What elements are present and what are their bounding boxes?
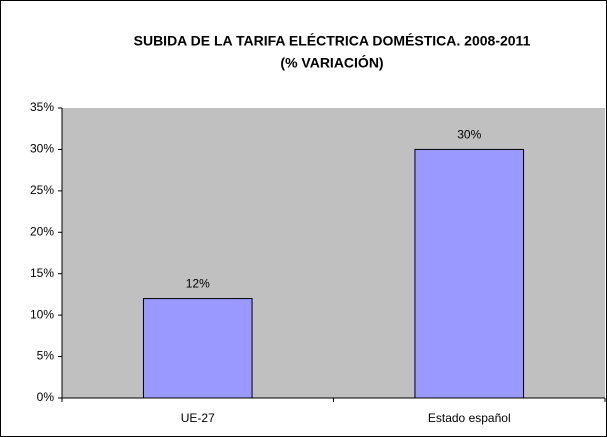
x-tick-label: Estado español (428, 411, 511, 425)
y-tick-label: 30% (30, 142, 54, 156)
chart-title: SUBIDA DE LA TARIFA ELÉCTRICA DOMÉSTICA.… (134, 33, 531, 49)
chart-title: (% VARIACIÓN) (280, 54, 383, 71)
y-tick-label: 35% (30, 100, 54, 114)
y-tick-label: 15% (30, 266, 54, 280)
y-tick-label: 20% (30, 224, 54, 238)
x-tick-label: UE-27 (181, 411, 215, 425)
y-tick-label: 25% (30, 183, 54, 197)
data-label: 30% (457, 128, 481, 142)
y-tick-label: 0% (37, 390, 55, 404)
data-label: 12% (186, 277, 210, 291)
bar (142, 298, 253, 399)
bar (414, 148, 525, 399)
y-tick-label: 10% (30, 307, 54, 321)
y-tick-label: 5% (37, 349, 55, 363)
